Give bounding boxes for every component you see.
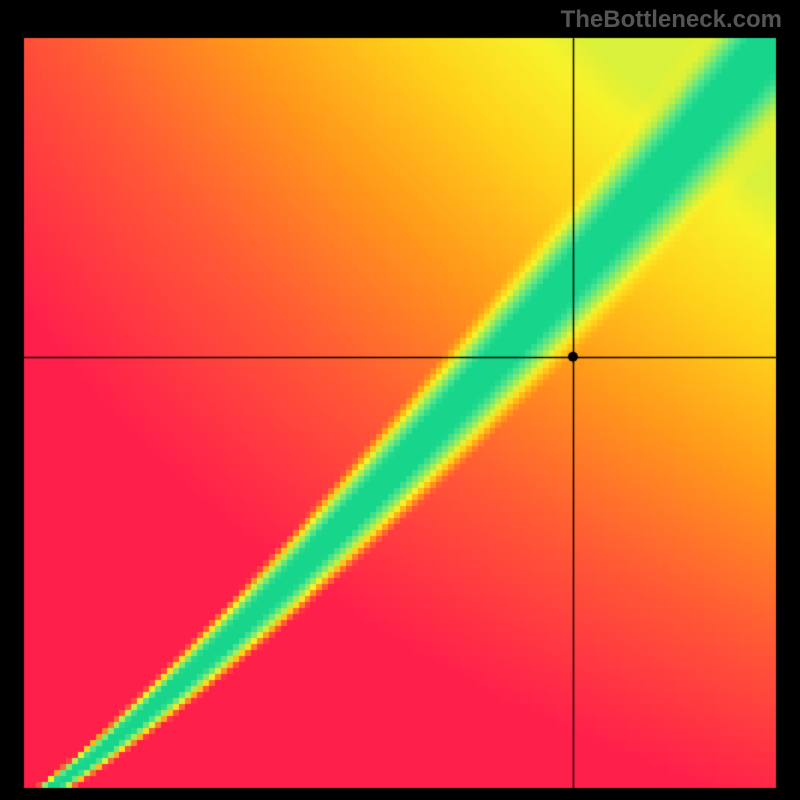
crosshair-overlay <box>0 0 800 800</box>
chart-container: { "watermark": { "text": "TheBottleneck.… <box>0 0 800 800</box>
watermark-text: TheBottleneck.com <box>561 6 782 34</box>
